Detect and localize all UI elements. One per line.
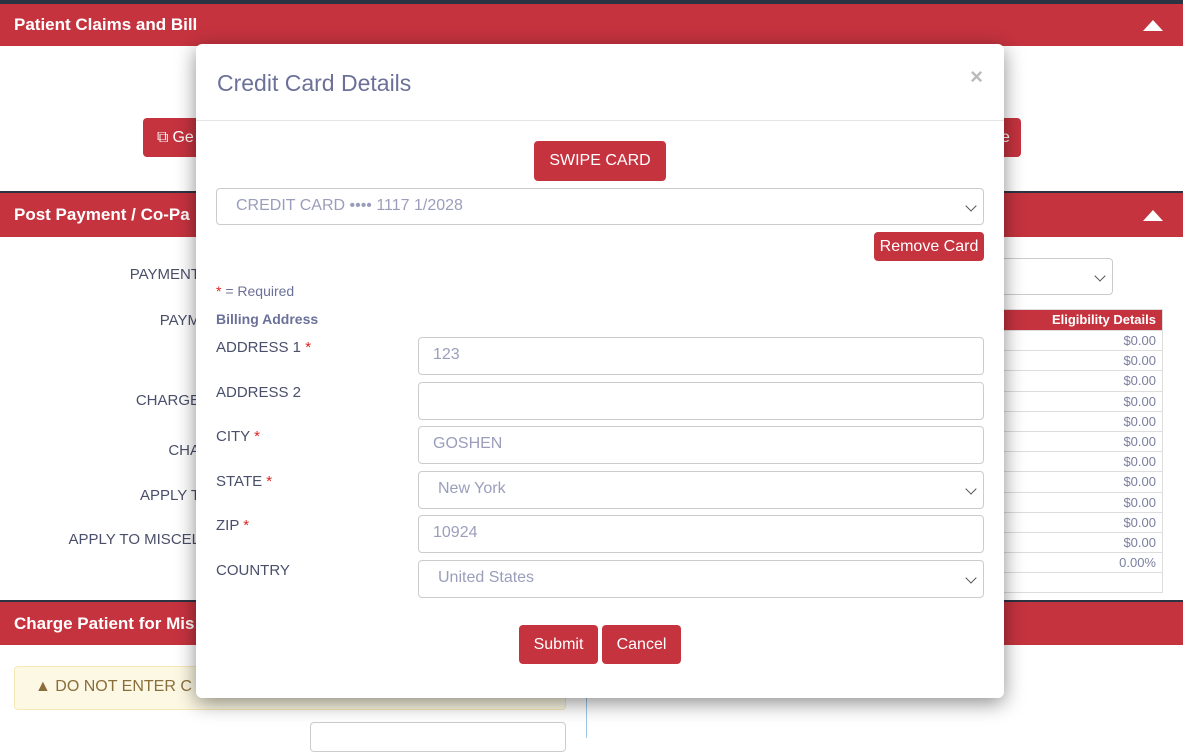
charge-label-2: CHA [168, 442, 200, 459]
divider [586, 698, 587, 738]
address-1-input[interactable]: 123 [418, 337, 984, 375]
table-cell: $0.00 [991, 370, 1162, 390]
table-cell: $0.00 [991, 511, 1162, 532]
warning-text: DO NOT ENTER C [55, 678, 192, 695]
table-cell: $0.00 [991, 471, 1162, 491]
table-cell: 0.00% [991, 552, 1162, 572]
background-select[interactable] [990, 258, 1113, 295]
apply-to-misc-label: APPLY TO MISCEL [68, 531, 200, 548]
table-cell: $0.00 [991, 451, 1162, 471]
chevron-down-icon [965, 572, 977, 584]
card-select[interactable]: CREDIT CARD •••• 1117 1/2028 [216, 188, 984, 225]
credit-card-modal: Credit Card Details × SWIPE CARD CREDIT … [196, 44, 1004, 698]
field-value: New York [438, 480, 506, 497]
chevron-down-icon [965, 483, 977, 495]
billing-heading: Billing Address [216, 311, 319, 327]
submit-button[interactable]: Submit [519, 625, 598, 664]
table-cell: $0.00 [991, 390, 1162, 411]
label-text: ADDRESS 2 [216, 384, 302, 401]
table-cell [991, 572, 1162, 592]
address-2-input[interactable] [418, 382, 984, 420]
select-value: CREDIT CARD •••• 1117 1/2028 [236, 197, 463, 214]
required-star: * [305, 339, 312, 356]
close-icon[interactable]: × [970, 64, 983, 89]
table-cell: $0.00 [991, 350, 1162, 370]
divider [196, 120, 1004, 121]
section-title: Post Payment / Co-Pa [14, 205, 190, 224]
eligibility-table: Eligibility Details $0.00 $0.00 $0.00 $0.00… [990, 309, 1163, 594]
apply-to-label: APPLY T [139, 487, 200, 504]
warning-icon: ▲ [35, 678, 56, 695]
collapse-icon[interactable] [1143, 19, 1163, 31]
label-text: COUNTRY [216, 562, 290, 579]
table-cell: $0.00 [991, 531, 1162, 552]
required-star: * [266, 473, 273, 490]
table-header: Eligibility Details [991, 310, 1162, 330]
top-divider [0, 0, 1183, 4]
field-label: ZIP * [216, 517, 249, 534]
field-label: COUNTRY [216, 562, 290, 579]
modal-title: Credit Card Details [217, 70, 412, 96]
field-value: 123 [433, 346, 460, 363]
patient-claims-header[interactable]: Patient Claims and Bill [0, 4, 1183, 46]
field-label: ADDRESS 2 [216, 384, 301, 401]
payment-label-2: PAYM [159, 312, 200, 329]
field-value: GOSHEN [433, 435, 503, 452]
field-label: STATE * [216, 473, 272, 490]
table-cell: $0.00 [991, 330, 1162, 350]
city-input[interactable]: GOSHEN [418, 426, 984, 464]
payment-label: PAYMENT [129, 266, 200, 283]
remove-card-button[interactable]: Remove Card [874, 232, 984, 261]
label-text: CITY [216, 428, 250, 445]
field-label: CITY * [216, 428, 260, 445]
required-star: * [216, 283, 222, 299]
table-cell: $0.00 [991, 430, 1162, 451]
charge-label: CHARGE [135, 392, 200, 409]
label-text: ZIP [216, 517, 240, 534]
collapse-icon[interactable] [1143, 209, 1163, 221]
field-value: 10924 [433, 524, 478, 541]
country-select[interactable]: United States [418, 560, 984, 598]
table-cell: $0.00 [991, 491, 1162, 512]
required-note: = Required [221, 283, 295, 299]
field-label: ADDRESS 1 * [216, 339, 311, 356]
table-cell: $0.00 [991, 410, 1162, 431]
chevron-down-icon [965, 200, 977, 212]
copy-icon: ⧉ [157, 128, 169, 146]
section-title: Charge Patient for Mis [14, 613, 195, 633]
label-text: STATE [216, 473, 263, 490]
swipe-card-button[interactable]: SWIPE CARD [534, 141, 666, 181]
field-value: United States [438, 569, 535, 586]
section-title: Patient Claims and Bill [14, 15, 198, 34]
background-input[interactable] [310, 722, 566, 752]
zip-input[interactable]: 10924 [418, 515, 984, 553]
button-label: Ge [172, 128, 194, 146]
state-select[interactable]: New York [418, 471, 984, 509]
required-star: * [254, 428, 260, 445]
button-label: e [1001, 128, 1010, 146]
required-star: * [243, 517, 250, 534]
label-text: ADDRESS 1 [216, 339, 302, 356]
cancel-button[interactable]: Cancel [602, 625, 681, 664]
